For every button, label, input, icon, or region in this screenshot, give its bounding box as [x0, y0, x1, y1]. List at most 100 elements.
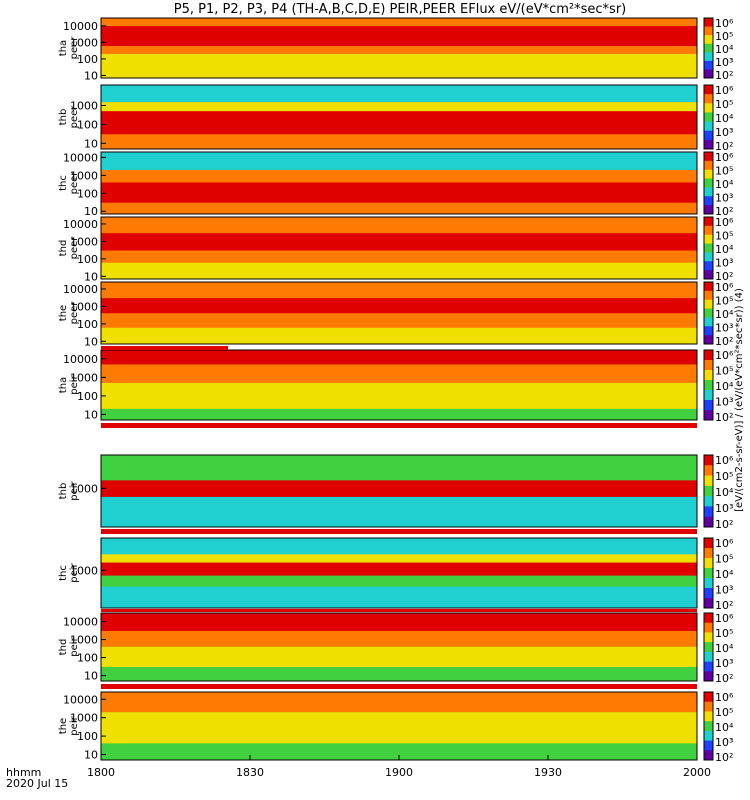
- colorbar-seg-thc_peir-3: [704, 568, 713, 579]
- colorbar-tick-thc_peir-1: 10⁵: [715, 553, 733, 566]
- colorbar-seg-thc_peir-0: [704, 538, 713, 549]
- colorbar-seg-thb_peer-6: [704, 139, 713, 150]
- colorbar-seg-thd_peir-0: [704, 613, 713, 624]
- colorbar-tick-the_peir-0: 10⁶: [715, 691, 734, 704]
- band-tha_peer-1: [101, 46, 697, 54]
- xtick-label-4: 2000: [683, 766, 711, 779]
- ylabel-thc_peir-1: peir: [69, 562, 80, 582]
- colorbar-seg-the_peir-0: [704, 692, 713, 703]
- colorbar-seg-thb_peir-2: [704, 475, 713, 487]
- colorbar-frame-thb_peer: [703, 84, 714, 150]
- colorbar-tick-thb_peir-3: 10³: [715, 502, 733, 515]
- band-the_peir-2: [101, 692, 697, 713]
- ylabel-thc_peir-0: thc: [58, 565, 69, 581]
- colorbar-seg-tha_peir-4: [704, 390, 713, 401]
- ytick-label-the_peir-3: 10: [84, 748, 98, 761]
- colorbar-seg-thc_peer-6: [704, 205, 713, 215]
- chart-title: P5, P1, P2, P3, P4 (TH-A,B,C,D,E) PEIR,P…: [173, 2, 627, 17]
- ytick-label-the_peir-0: 10000: [63, 693, 98, 706]
- colorbar-seg-thb_peer-2: [704, 103, 713, 113]
- ytick-label-thb_peer-0: 1000: [70, 99, 98, 112]
- ylabel-the_peir-1: peir: [69, 715, 80, 735]
- frame-the_peer: [100, 281, 698, 345]
- colorbar-tick-the_peer-2: 10⁴: [715, 308, 734, 321]
- colorbar-tick-tha_peir-4: 10²: [715, 411, 733, 424]
- colorbar-tick-thd_peir-4: 10²: [715, 672, 733, 685]
- colorbar-tick-thc_peir-4: 10²: [715, 599, 733, 612]
- colorbar-tick-tha_peir-3: 10³: [715, 396, 733, 409]
- colorbar-seg-the_peer-6: [704, 335, 713, 345]
- colorbar-seg-tha_peer-5: [704, 60, 713, 70]
- colorbar-tick-tha_peer-3: 10³: [715, 56, 733, 69]
- colorbar-seg-tha_peir-2: [704, 370, 713, 381]
- ytick-label-thd_peir-2: 100: [77, 652, 98, 665]
- band-thd_peir-3: [101, 613, 697, 631]
- colorbar-seg-thc_peer-2: [704, 169, 713, 180]
- ylabel-tha_peir-0: tha: [58, 377, 69, 393]
- colorbar-seg-thc_peer-0: [704, 152, 713, 162]
- colorbar-seg-tha_peer-1: [704, 26, 713, 36]
- colorbar-tick-the_peer-4: 10²: [715, 335, 733, 348]
- band-thd_peir-2: [101, 630, 697, 647]
- colorbar-tick-tha_peir-0: 10⁶: [715, 349, 734, 362]
- colorbar-tick-thb_peer-4: 10²: [715, 140, 733, 153]
- colorbar-tick-thd_peir-0: 10⁶: [715, 612, 734, 625]
- colorbar-seg-thc_peir-2: [704, 558, 713, 569]
- ylabel-the_peir-0: the: [58, 718, 69, 734]
- band-thb_peer-3: [101, 85, 697, 103]
- ytick-label-thc_peer-3: 10: [84, 205, 98, 218]
- ytick-label-thd_peir-3: 10: [84, 670, 98, 683]
- ytick-label-tha_peir-1: 1000: [70, 371, 98, 384]
- band-thc_peer-2: [101, 169, 697, 183]
- colorbar-frame-thb_peir: [703, 454, 714, 528]
- colorbar-seg-thd_peer-2: [704, 234, 713, 245]
- colorbar-seg-thd_peer-6: [704, 270, 713, 280]
- colorbar-seg-thb_peer-4: [704, 121, 713, 132]
- ylabel-tha_peer-1: peer: [69, 36, 80, 60]
- colorbar-seg-thb_peir-5: [704, 506, 713, 518]
- band-thc_peir-1: [101, 575, 697, 587]
- ytick-label-thb_peer-1: 100: [77, 118, 98, 131]
- band-thc_peer-0: [101, 202, 697, 214]
- band-thc_peir-3: [101, 554, 697, 563]
- colorbar-tick-the_peir-2: 10⁴: [715, 721, 734, 734]
- colorbar-tick-thc_peer-1: 10⁵: [715, 165, 733, 178]
- colorbar-seg-the_peir-1: [704, 701, 713, 712]
- band-thd_peir-0: [101, 666, 697, 681]
- colorbar-tick-thc_peer-4: 10²: [715, 205, 733, 218]
- colorbar-frame-the_peer: [703, 281, 714, 345]
- colorbar-seg-the_peer-1: [704, 290, 713, 301]
- colorbar-tick-tha_peer-2: 10⁴: [715, 43, 734, 56]
- colorbar-tick-the_peer-3: 10³: [715, 322, 733, 335]
- colorbar-seg-thb_peer-1: [704, 94, 713, 104]
- ylabel-thd_peer-0: thd: [58, 240, 69, 257]
- colorbar-tick-thc_peer-0: 10⁶: [715, 151, 734, 164]
- ytick-label-thc_peer-2: 100: [77, 187, 98, 200]
- colorbar-seg-thc_peer-1: [704, 160, 713, 171]
- colorbar-seg-thb_peer-5: [704, 130, 713, 141]
- colorbar-tick-the_peir-4: 10²: [715, 751, 733, 764]
- ylabel-thd_peir-0: thd: [58, 639, 69, 656]
- ytick-label-the_peer-0: 10000: [63, 283, 98, 296]
- band-tha_peir-2: [101, 364, 697, 383]
- ytick-label-thd_peir-1: 1000: [70, 634, 98, 647]
- ytick-label-tha_peir-3: 10: [84, 408, 98, 421]
- frame-thd_peir: [100, 612, 698, 682]
- ytick-label-thd_peir-0: 10000: [63, 616, 98, 629]
- xtick-label-3: 1930: [534, 766, 562, 779]
- band-tha_peer-0: [101, 53, 697, 76]
- band-tha_peir-1: [101, 382, 697, 409]
- status-bar-2: [101, 609, 697, 612]
- colorbar-tick-thd_peir-3: 10³: [715, 657, 733, 670]
- colorbar-seg-thd_peir-4: [704, 651, 713, 663]
- colorbar-seg-thb_peir-3: [704, 485, 713, 497]
- band-tha_peir-0: [101, 408, 697, 420]
- colorbar-seg-tha_peir-3: [704, 380, 713, 391]
- colorbar-tick-thc_peir-3: 10³: [715, 584, 733, 597]
- ylabel-thd_peer-1: peer: [69, 236, 80, 260]
- colorbar-seg-thc_peer-3: [704, 178, 713, 188]
- band-thb_peer-0: [101, 134, 697, 149]
- colorbar-seg-the_peir-2: [704, 711, 713, 722]
- frame-thb_peer: [100, 84, 698, 150]
